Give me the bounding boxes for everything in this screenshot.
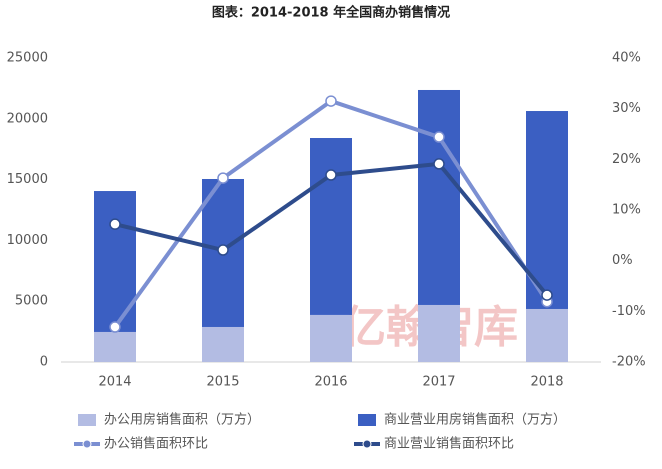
y-tick-label: 15000 <box>7 172 48 187</box>
x-tick-label: 2015 <box>206 375 239 390</box>
marker <box>433 158 445 170</box>
x-tick-label: 2016 <box>314 375 347 390</box>
x-tick-label: 2017 <box>422 375 455 390</box>
marker <box>433 131 445 143</box>
marker <box>325 169 337 181</box>
bar <box>418 304 460 362</box>
marker <box>217 172 229 184</box>
legend-label: 商业营业销售面积环比 <box>384 436 514 452</box>
x-tick-label: 2014 <box>98 375 131 390</box>
y-tick-label: 25000 <box>7 51 48 66</box>
legend-label: 办公用房销售面积（万方） <box>104 412 260 428</box>
y2-tick-label: 0% <box>612 253 633 268</box>
y2-tick-label: 20% <box>612 152 641 167</box>
bar <box>94 191 136 332</box>
y2-tick-label: -20% <box>612 355 646 370</box>
marker <box>109 218 121 230</box>
chart-title: 图表：2014-2018 年全国商办销售情况 <box>212 5 450 21</box>
legend-swatch <box>362 439 372 449</box>
legend-swatch <box>82 439 92 449</box>
marker <box>325 95 337 107</box>
x-tick-label: 2018 <box>530 375 563 390</box>
bar <box>94 331 136 362</box>
legend-label: 商业营业用房销售面积（万方） <box>384 412 566 428</box>
y2-tick-label: 30% <box>612 101 641 116</box>
y2-tick-label: -10% <box>612 304 646 319</box>
bar <box>202 326 244 362</box>
legend-swatch <box>358 414 376 426</box>
y-tick-label: 10000 <box>7 233 48 248</box>
marker <box>541 289 553 301</box>
legend-swatch <box>78 414 96 426</box>
bar <box>526 308 568 362</box>
y2-tick-label: 10% <box>612 203 641 218</box>
legend-label: 办公销售面积环比 <box>104 436 208 452</box>
marker <box>217 244 229 256</box>
y-tick-label: 0 <box>40 355 48 370</box>
y2-tick-label: 40% <box>612 51 641 66</box>
marker <box>109 321 121 333</box>
bar <box>418 89 460 305</box>
y-tick-label: 5000 <box>15 294 48 309</box>
bar <box>310 138 352 315</box>
bar <box>310 314 352 362</box>
y-tick-label: 20000 <box>7 111 48 126</box>
